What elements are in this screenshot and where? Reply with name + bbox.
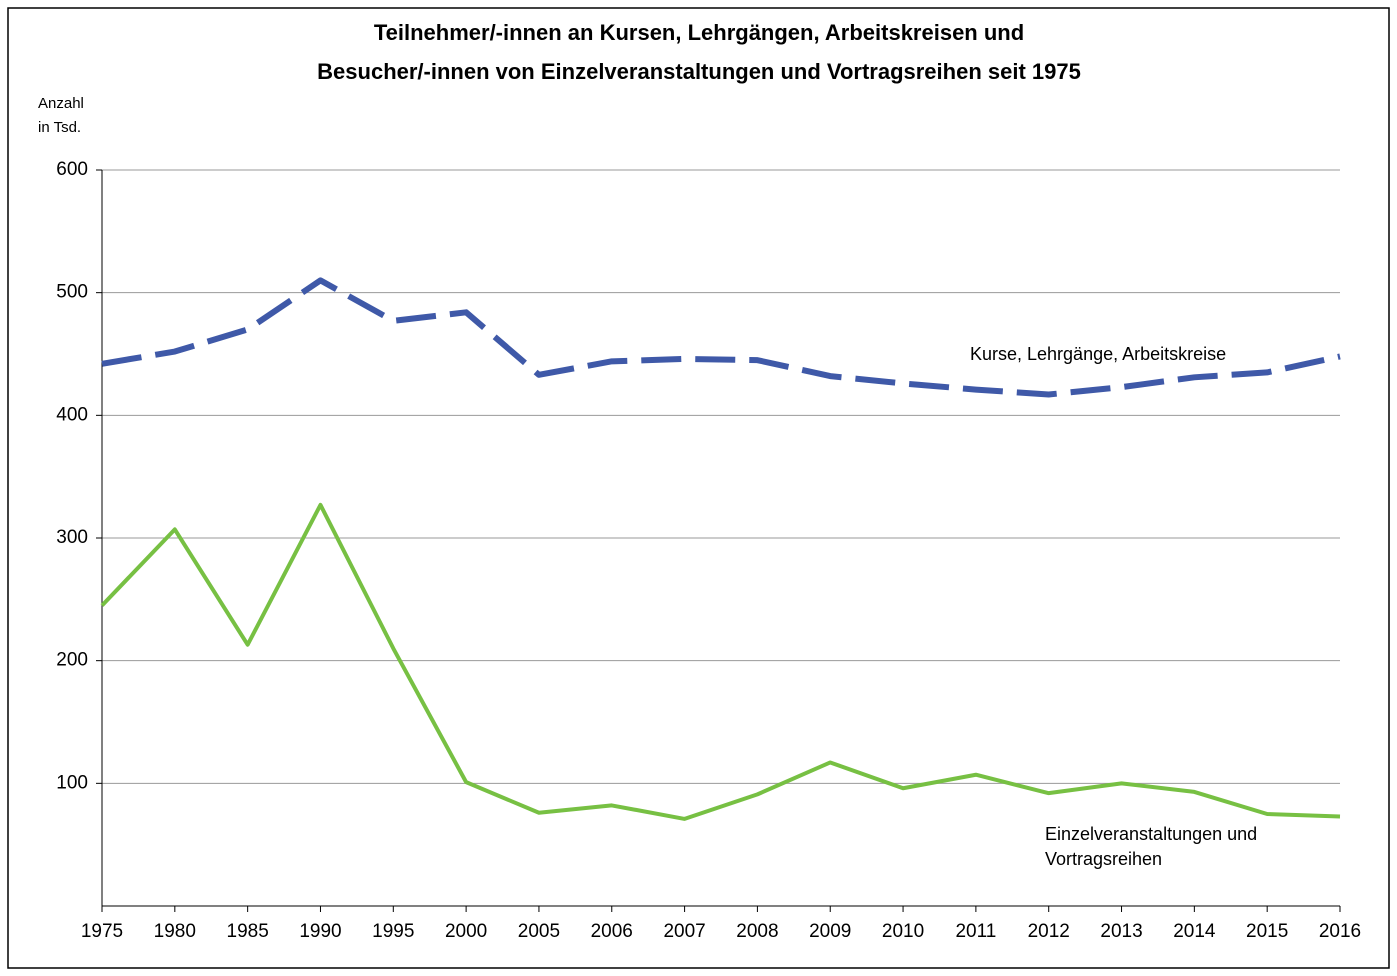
series-label: Kurse, Lehrgänge, Arbeitskreise [970,344,1227,364]
x-tick-label: 2008 [736,921,778,942]
chart-title: Teilnehmer/-innen an Kursen, Lehrgängen,… [374,20,1024,45]
y-tick-label: 500 [56,282,88,303]
y-axis-label: Anzahl [38,95,84,112]
x-tick-label: 2009 [809,921,851,942]
y-tick-label: 100 [56,772,88,793]
x-tick-label: 2007 [663,921,705,942]
chart-title: Besucher/-innen von Einzelveranstaltunge… [317,59,1081,84]
x-tick-label: 1975 [81,921,123,942]
y-tick-label: 600 [56,159,88,180]
x-tick-label: 2005 [518,921,560,942]
series-label: Einzelveranstaltungen und Vortragsreihen [1045,824,1258,869]
x-tick-label: 1990 [299,921,341,942]
x-tick-label: 1995 [372,921,414,942]
series-line [100,502,1341,821]
x-tick-label: 1985 [227,921,269,942]
x-tick-label: 2013 [1100,921,1142,942]
series-line [101,277,1341,398]
y-tick-label: 400 [56,404,88,425]
y-tick-label: 200 [56,650,88,671]
x-tick-label: 2016 [1319,921,1361,942]
x-tick-label: 2006 [591,921,633,942]
x-tick-label: 2000 [445,921,487,942]
y-tick-label: 300 [56,527,88,548]
x-tick-label: 2015 [1246,921,1288,942]
y-axis-label: in Tsd. [38,119,81,136]
x-tick-label: 2012 [1028,921,1070,942]
frame [7,7,1390,969]
x-tick-label: 2011 [955,921,996,942]
x-tick-label: 2014 [1173,921,1216,942]
x-tick-label: 2010 [882,921,924,942]
x-tick-label: 1980 [154,921,196,942]
